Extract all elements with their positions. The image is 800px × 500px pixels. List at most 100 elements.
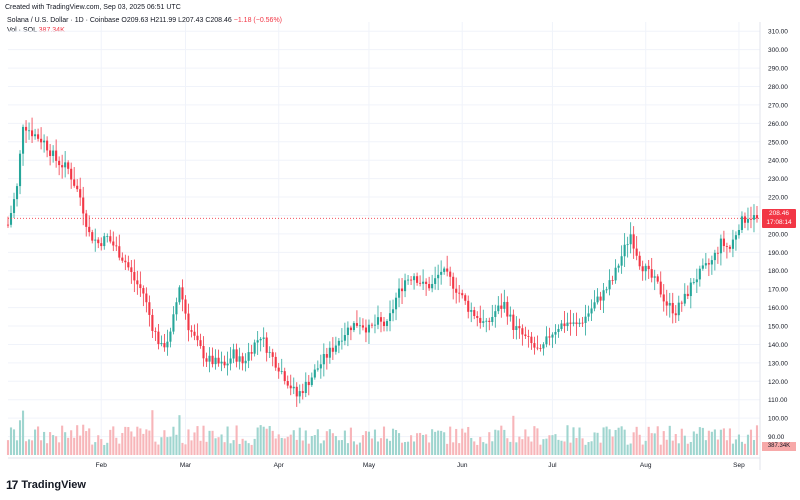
volume-bar [527, 436, 530, 455]
volume-bar [106, 442, 109, 455]
candle-body [283, 371, 286, 382]
volume-bar [626, 444, 629, 455]
volume-bar [235, 425, 238, 455]
candle-body [244, 360, 247, 364]
volume-bar [584, 444, 587, 455]
candle-body [413, 276, 416, 281]
volume-bar [67, 437, 70, 455]
volume-bar [373, 429, 377, 455]
candle-body [674, 313, 677, 316]
candle-body [352, 323, 355, 331]
candle-body [593, 302, 596, 309]
volume-bar [346, 443, 349, 455]
volume-bar [199, 440, 202, 455]
candle-body [238, 356, 241, 362]
candle-body [473, 310, 476, 317]
candle-body [677, 302, 680, 316]
volume-bar [572, 427, 575, 455]
volume-bar [73, 437, 76, 455]
ohlc-values: O209.63 H211.99 L207.43 C208.46 [121, 17, 232, 24]
candle-body [590, 308, 593, 314]
volume-bar [97, 435, 100, 455]
candle-body [229, 358, 232, 364]
candle-body [467, 300, 470, 312]
candle-body [680, 302, 683, 304]
volume-bar [671, 440, 674, 455]
candle-body [49, 150, 52, 156]
volume-bar [575, 438, 578, 455]
candle-body [437, 274, 440, 279]
candle-body [85, 213, 88, 227]
volume-bar [196, 426, 199, 455]
candle-body [73, 179, 76, 186]
candle-body [328, 347, 331, 358]
candle-body [515, 326, 518, 330]
volume-bar [37, 426, 40, 455]
volume-bar [160, 437, 163, 455]
volume-bar [617, 427, 620, 455]
candle-body [611, 280, 614, 281]
volume-bar [238, 443, 241, 455]
volume-bar [145, 429, 148, 455]
y-tick-label: 180.00 [768, 268, 788, 275]
candle-body [458, 292, 461, 294]
volume-bar [683, 435, 686, 455]
volume-bar [533, 426, 536, 455]
candle-body [704, 263, 707, 266]
volume-bar [43, 431, 46, 455]
candle-body [731, 239, 734, 249]
candle-body [587, 313, 590, 317]
candle-body [88, 226, 91, 233]
candle-body [43, 140, 46, 143]
volume-bar [274, 438, 277, 455]
candle-body [470, 310, 473, 312]
candle-body [199, 340, 202, 347]
candle-body [695, 279, 698, 283]
candle-body [112, 241, 115, 246]
candle-body [743, 216, 747, 223]
volume-bar [446, 443, 449, 455]
volume-bar [316, 429, 319, 455]
symbol-legend: Solana / U.S. Dollar · 1D · Coinbase O20… [7, 17, 282, 24]
candle-body [416, 276, 419, 283]
candle-body [749, 218, 753, 220]
volume-bar [647, 426, 650, 455]
candle-body [647, 265, 650, 270]
candle-body [148, 302, 151, 315]
candle-body [521, 328, 524, 335]
volume-bar [379, 438, 383, 455]
candle-body [181, 287, 184, 300]
candle-body [82, 197, 85, 214]
volume-bar [100, 439, 103, 455]
volume-bar [394, 429, 398, 455]
candle-body [331, 347, 334, 352]
volume-bar [512, 415, 515, 455]
y-tick-label: 120.00 [768, 379, 788, 386]
volume-bar [638, 434, 641, 455]
volume-bar [265, 428, 268, 455]
volume-bar [653, 433, 656, 455]
volume-bar [361, 435, 364, 455]
candle-body [160, 343, 163, 345]
volume-bar [271, 430, 274, 455]
volume-bar [467, 426, 470, 455]
volume-bar [154, 441, 157, 455]
volume-bar [668, 425, 671, 455]
x-tick-label: Aug [640, 462, 652, 469]
candle-body [130, 267, 133, 273]
candle-body [166, 341, 169, 348]
volume-bar [232, 440, 235, 455]
volume-bar [464, 432, 467, 455]
candle-body [100, 243, 103, 247]
volume-bar [187, 429, 190, 455]
volume-bar [328, 429, 331, 455]
candle-body [554, 331, 557, 335]
candle-body [91, 232, 94, 241]
volume-bar [121, 432, 124, 455]
volume-bar [641, 444, 644, 455]
candle-body [262, 337, 265, 339]
volume-bar [28, 439, 31, 455]
candle-body [752, 215, 756, 220]
volume-bar [725, 440, 728, 455]
